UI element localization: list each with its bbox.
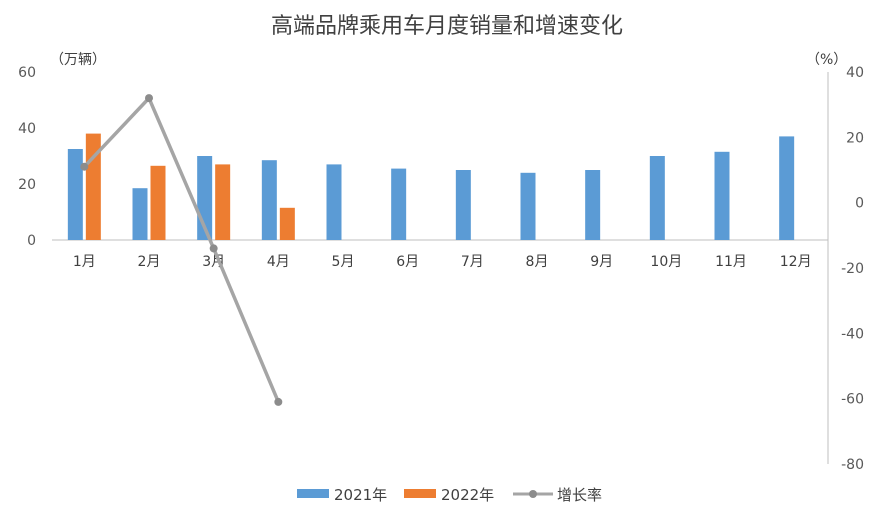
right-tick-label: -80 xyxy=(841,457,864,473)
left-tick-label: 0 xyxy=(27,233,36,249)
bars xyxy=(67,133,795,240)
x-tick-label: 12月 xyxy=(780,254,812,270)
x-tick-label: 8月 xyxy=(526,254,549,270)
growth-point xyxy=(145,94,153,103)
bar-2021 xyxy=(585,170,601,240)
bar-2021 xyxy=(779,136,795,240)
legend-swatch xyxy=(404,489,436,498)
x-tick-label: 9月 xyxy=(590,254,613,270)
x-tick-label: 2月 xyxy=(138,254,161,270)
legend-label: 2022年 xyxy=(441,486,494,504)
chart-title: 高端品牌乘用车月度销量和增速变化 xyxy=(271,14,623,39)
right-tick-label: -60 xyxy=(841,392,864,408)
left-axis-unit: （万辆） xyxy=(50,52,106,68)
left-axis: 0 20 40 60 xyxy=(18,65,36,249)
legend-label: 2021年 xyxy=(334,486,387,504)
growth-point xyxy=(274,397,283,406)
legend: 2021年 2022年 增长率 xyxy=(297,486,602,504)
right-tick-label: 40 xyxy=(846,65,864,81)
growth-line xyxy=(80,94,283,406)
left-tick-label: 40 xyxy=(18,121,36,137)
left-tick-label: 20 xyxy=(18,177,36,193)
x-tick-label: 11月 xyxy=(715,254,747,270)
right-tick-label: -20 xyxy=(841,261,864,277)
growth-point xyxy=(80,162,89,171)
x-tick-label: 7月 xyxy=(461,254,484,270)
bar-2021 xyxy=(455,170,471,240)
right-axis: 40 20 0 -20 -40 -60 -80 xyxy=(841,65,864,473)
bar-2021 xyxy=(326,164,342,240)
x-tick-label: 1月 xyxy=(73,254,96,270)
bar-2021 xyxy=(261,160,277,240)
x-tick-label: 4月 xyxy=(267,254,290,270)
bar-2022 xyxy=(150,165,166,240)
x-tick-label: 5月 xyxy=(332,254,355,270)
right-tick-label: 20 xyxy=(846,130,864,146)
legend-marker xyxy=(529,490,537,498)
left-tick-label: 60 xyxy=(18,65,36,81)
right-tick-label: 0 xyxy=(855,196,864,212)
bar-2021 xyxy=(132,188,148,240)
x-tick-label: 6月 xyxy=(396,254,419,270)
bar-2021 xyxy=(520,172,536,240)
bar-2022 xyxy=(279,207,295,240)
x-axis-labels: 1月 2月 3月 4月 5月 6月 7月 8月 9月 10月 11月 12月 xyxy=(73,254,812,270)
x-tick-label: 10月 xyxy=(650,254,682,270)
bar-2022 xyxy=(215,164,231,240)
bar-2021 xyxy=(67,149,83,240)
right-axis-unit: （%） xyxy=(806,52,847,68)
legend-label: 增长率 xyxy=(557,486,602,504)
right-tick-label: -40 xyxy=(841,326,864,342)
bar-2021 xyxy=(649,156,665,240)
bar-2021 xyxy=(714,151,730,240)
growth-line-path xyxy=(83,96,280,403)
growth-point xyxy=(209,244,218,253)
bar-2021 xyxy=(391,168,407,240)
legend-swatch xyxy=(297,489,329,498)
